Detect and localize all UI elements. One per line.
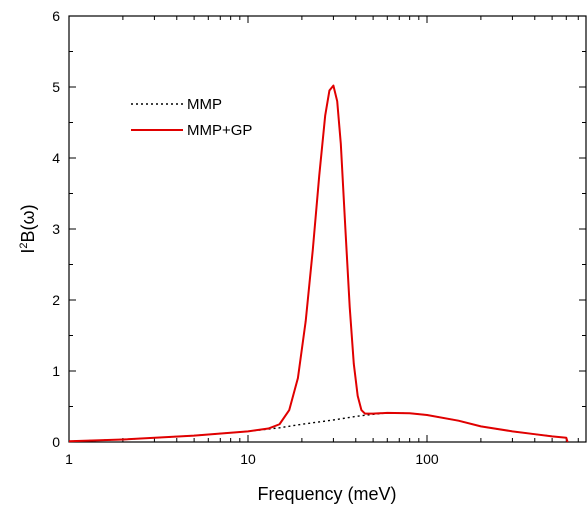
y-tick-label: 0 (52, 434, 60, 450)
y-axis-title: I2B(ω) (18, 204, 38, 253)
axis-ticks (68, 15, 586, 443)
legend-label-mmp: MMP (187, 96, 222, 113)
y-tick-label: 3 (52, 221, 60, 237)
y-tick-label: 5 (52, 79, 60, 95)
x-tick-label: 100 (415, 451, 439, 467)
series-layer (68, 84, 569, 443)
y-tick-label: 1 (52, 363, 60, 379)
x-axis-title: Frequency (meV) (257, 484, 396, 504)
y-tick-label: 6 (52, 8, 60, 24)
legend-label-mmp-gp: MMP+GP (187, 122, 252, 139)
y-tick-label: 4 (52, 150, 60, 166)
y-axis-title-base: I (18, 249, 38, 254)
x-tick-label: 1 (65, 451, 73, 467)
y-axis-title-rest: B(ω) (18, 204, 38, 242)
series-mmp-gp-line (68, 84, 569, 443)
legend: MMP MMP+GP (131, 96, 252, 139)
plot-frame (68, 15, 587, 443)
y-axis-title-superscript: 2 (18, 242, 30, 248)
x-tick-label: 10 (240, 451, 256, 467)
y-tick-label: 2 (52, 292, 60, 308)
